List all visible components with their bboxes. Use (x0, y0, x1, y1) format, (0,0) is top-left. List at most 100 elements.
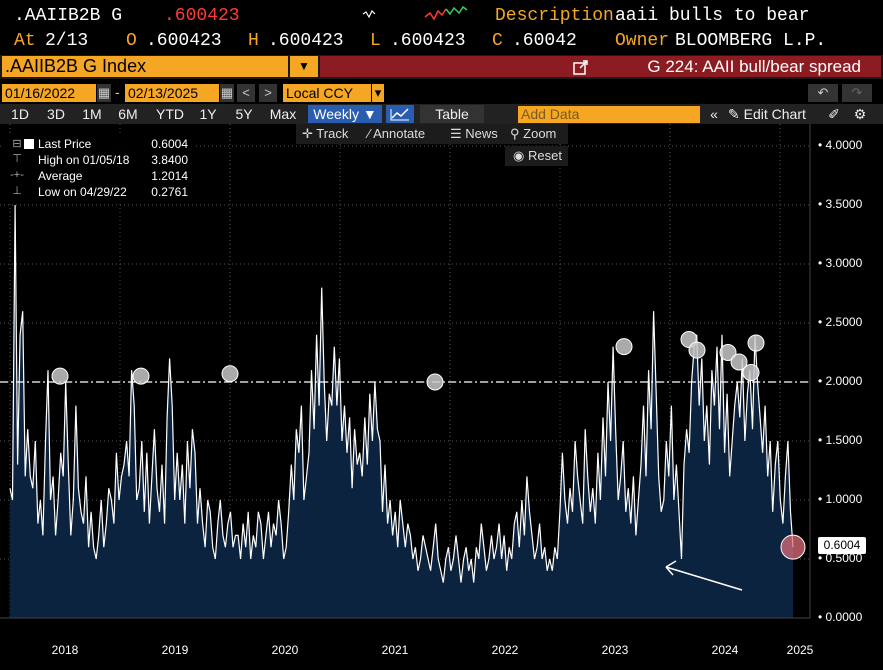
chart-canvas[interactable] (0, 124, 883, 634)
period-button[interactable]: YTD (156, 106, 184, 122)
date-separator: - (115, 84, 120, 100)
owner-value: BLOOMBERG L.P. (675, 31, 827, 51)
y-tick-label: • 3.5000 (818, 197, 863, 211)
end-date-field[interactable]: 02/13/2025 (125, 84, 219, 102)
sparkline-icon (424, 5, 468, 23)
last-price-tag: 0.6004 (818, 537, 866, 554)
y-tick-label: • 1.5000 (818, 433, 863, 447)
description-value: aaii bulls to bear (615, 6, 810, 26)
period-toolbar: 1D 3D 1M 6M YTD 1Y 5Y Max Weekly ▼ Table… (0, 104, 883, 124)
x-tick-label: 2018 (51, 643, 79, 657)
security-input[interactable]: .AAIIB2B G Index (2, 56, 288, 77)
highlight-marker[interactable] (426, 373, 444, 391)
end-calendar-icon[interactable]: ▦ (220, 84, 234, 102)
at-label: At (14, 31, 36, 51)
gear-icon[interactable]: ⚙ (853, 106, 867, 122)
highlight-marker[interactable] (688, 341, 706, 359)
x-tick-label: 2023 (601, 643, 629, 657)
highlight-marker[interactable] (719, 344, 737, 361)
function-title: G 224: AAII bull/bear spread (647, 57, 861, 76)
series-color-swatch (24, 139, 34, 149)
undo-button[interactable]: ↶ (808, 84, 838, 102)
owner-label: Owner (615, 31, 670, 51)
chart-tools-bar: ✛ Track ∕ Annotate ☰ News ⚲ Zoom (296, 124, 568, 144)
x-tick-label: 2025 (786, 643, 814, 657)
y-tick-label: • 2.5000 (818, 315, 863, 329)
high-value: .600423 (268, 31, 344, 51)
news-button[interactable]: ☰ News (450, 126, 498, 141)
prev-period-button[interactable]: < (237, 84, 255, 102)
high-label: H (248, 31, 259, 51)
highlight-marker[interactable] (132, 367, 150, 385)
high-marker-icon: ⊤ (12, 153, 22, 165)
x-tick-label: 2024 (711, 643, 739, 657)
highlight-marker[interactable] (730, 353, 748, 371)
reset-icon: ◉ (513, 148, 525, 163)
currency-dropdown-icon[interactable]: ▾ (372, 84, 384, 102)
reset-button[interactable]: ◉ Reset (505, 146, 568, 166)
y-tick-label: • 2.0000 (818, 374, 863, 388)
start-calendar-icon[interactable]: ▦ (97, 84, 111, 102)
highlight-marker[interactable] (615, 338, 633, 356)
x-tick-label: 2022 (491, 643, 519, 657)
security-dropdown-button[interactable]: ▼ (290, 56, 318, 77)
close-label: C (492, 31, 503, 51)
highlight-marker[interactable] (742, 364, 760, 382)
edit-chart-icon[interactable]: ✐ (828, 106, 840, 122)
legend-last: Last Price 0.6004 (38, 137, 188, 151)
add-data-input[interactable]: Add Data (518, 106, 700, 123)
low-marker-icon: ⊥ (12, 185, 22, 197)
zoom-button[interactable]: ⚲ Zoom (510, 126, 557, 141)
period-button[interactable]: 1D (11, 106, 29, 122)
start-date-field[interactable]: 01/16/2022 (2, 84, 96, 102)
legend-low: Low on 04/29/22 0.2761 (38, 185, 188, 199)
edit-chart-button[interactable]: ✎ Edit Chart (728, 106, 806, 122)
period-button[interactable]: 5Y (235, 106, 253, 122)
average-marker-icon: -+- (10, 169, 24, 181)
highlight-marker[interactable] (51, 367, 69, 385)
annotate-button[interactable]: ∕ Annotate (368, 126, 426, 141)
function-title-bar: G 224: AAII bull/bear spread (320, 56, 881, 77)
currency-select[interactable]: Local CCY (283, 84, 371, 102)
period-button[interactable]: 3D (47, 106, 65, 122)
open-label: O (126, 31, 137, 51)
last-price-header: .600423 (164, 6, 240, 26)
date-range-row: 01/16/2022 ▦ - 02/13/2025 ▦ < > Local CC… (0, 83, 883, 103)
description-label: Description (495, 6, 614, 26)
last-price-marker[interactable] (780, 534, 806, 560)
y-tick-label: • 1.0000 (818, 492, 863, 506)
period-button[interactable]: 6M (118, 106, 138, 122)
next-period-button[interactable]: > (259, 84, 277, 102)
close-value: .60042 (512, 31, 577, 51)
collapse-icon[interactable]: « (710, 106, 718, 122)
period-button[interactable]: Max (269, 106, 297, 122)
at-date: 2/13 (45, 31, 89, 51)
security-bar: .AAIIB2B G Index ▼ G 224: AAII bull/bear… (0, 55, 883, 79)
period-button[interactable]: 1M (82, 106, 102, 122)
redo-button[interactable]: ↷ (842, 84, 872, 102)
highlight-marker[interactable] (221, 365, 239, 383)
x-tick-label: 2019 (161, 643, 189, 657)
expand-icon[interactable]: ⊟ (12, 138, 22, 150)
price-area (10, 205, 793, 618)
annotate-icon: ∕ (368, 126, 371, 141)
low-value: .600423 (390, 31, 466, 51)
x-tick-label: 2021 (381, 643, 409, 657)
external-link-icon[interactable] (572, 56, 590, 78)
y-tick-label: • 4.0000 (818, 138, 863, 152)
table-button[interactable]: Table (420, 105, 484, 123)
track-button[interactable]: ✛ Track (302, 126, 349, 141)
arrow-annotation (665, 560, 743, 591)
ticker-label: .AAIIB2B G (14, 6, 123, 26)
frequency-select[interactable]: Weekly ▼ (308, 105, 382, 123)
low-label: L (370, 31, 381, 51)
price-line (9, 204, 794, 583)
open-value: .600423 (146, 31, 222, 51)
y-tick-label: • 0.5000 (818, 551, 863, 565)
chart-type-icon[interactable] (386, 105, 414, 123)
period-button[interactable]: 1Y (199, 106, 217, 122)
legend-average: Average 1.2014 (38, 169, 188, 183)
highlight-marker[interactable] (747, 334, 765, 352)
y-tick-label: • 0.0000 (818, 610, 863, 624)
x-tick-label: 2020 (271, 643, 299, 657)
